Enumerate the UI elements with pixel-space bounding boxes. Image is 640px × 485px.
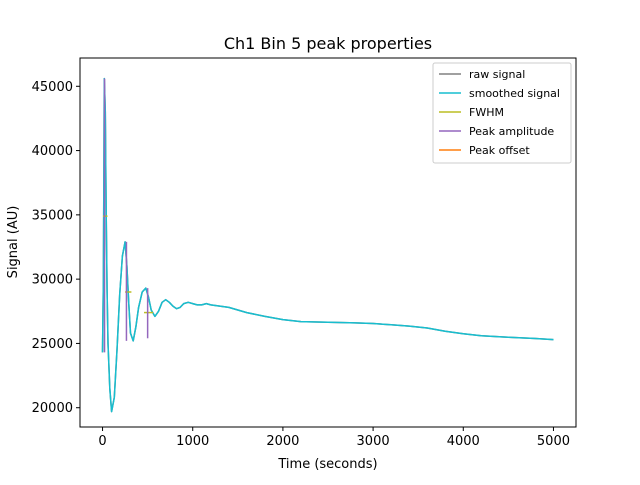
legend-label: raw signal: [469, 68, 525, 81]
legend: raw signal smoothed signal FWHM Peak amplit…: [432, 62, 572, 164]
x-tick-label: 4000: [447, 434, 480, 449]
x-tick-label: 5000: [537, 434, 570, 449]
x-axis: 0 1000 2000 3000 4000 5000: [98, 427, 570, 449]
legend-box: [432, 62, 572, 164]
legend-label: smoothed signal: [469, 87, 560, 100]
legend-label: Peak amplitude: [469, 125, 554, 138]
x-tick-label: 3000: [357, 434, 390, 449]
plot-frame: [79, 57, 577, 428]
series-line-smoothed-signal: [101, 77, 554, 413]
chart-title: Ch1 Bin 5 peak properties: [224, 34, 432, 53]
y-tick-label: 30000: [32, 273, 73, 288]
y-axis: 20000 25000 30000 35000 40000 45000: [32, 80, 80, 416]
y-tick-label: 25000: [32, 337, 73, 352]
y-tick-label: 40000: [32, 144, 73, 159]
x-tick-label: 1000: [176, 434, 209, 449]
legend-label: Peak offset: [469, 144, 530, 157]
y-tick-label: 20000: [32, 401, 73, 416]
y-axis-label: Signal (AU): [6, 206, 21, 279]
y-tick-label: 45000: [32, 80, 73, 95]
x-tick-label: 2000: [266, 434, 299, 449]
legend-label: FWHM: [469, 106, 504, 119]
x-tick-label: 0: [98, 434, 106, 449]
series-layer: [101, 77, 554, 413]
x-axis-label: Time (seconds): [277, 457, 377, 472]
y-tick-label: 35000: [32, 208, 73, 223]
